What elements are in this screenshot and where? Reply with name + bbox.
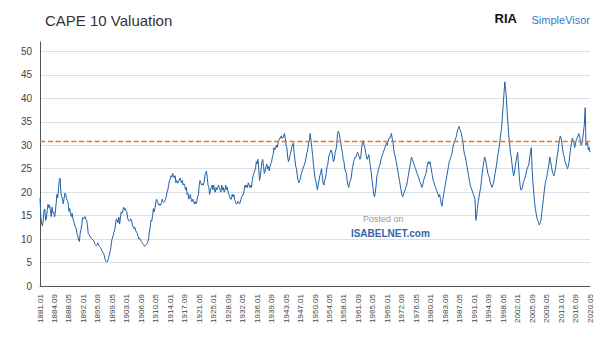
svg-text:1936.01: 1936.01 xyxy=(253,293,262,322)
svg-text:2002.01: 2002.01 xyxy=(513,293,522,322)
svg-text:50: 50 xyxy=(21,46,33,57)
svg-text:1892.01: 1892.01 xyxy=(79,293,88,322)
svg-text:1928.09: 1928.09 xyxy=(224,293,233,322)
svg-text:0: 0 xyxy=(26,281,32,292)
svg-text:5: 5 xyxy=(26,257,32,268)
svg-text:1980.01: 1980.01 xyxy=(426,293,435,322)
svg-text:1925.01: 1925.01 xyxy=(209,293,218,322)
svg-text:25: 25 xyxy=(21,163,33,174)
svg-text:1884.09: 1884.09 xyxy=(50,293,59,322)
svg-text:35: 35 xyxy=(21,116,33,127)
svg-text:1954.05: 1954.05 xyxy=(325,293,334,322)
svg-text:1972.09: 1972.09 xyxy=(397,293,406,322)
svg-text:1983.09: 1983.09 xyxy=(441,293,450,322)
svg-text:15: 15 xyxy=(21,210,33,221)
svg-text:SimpleVisor: SimpleVisor xyxy=(532,14,591,26)
svg-text:1969.01: 1969.01 xyxy=(383,293,392,322)
svg-text:1888.05: 1888.05 xyxy=(64,293,73,322)
svg-text:1914.01: 1914.01 xyxy=(166,293,175,322)
svg-text:1895.09: 1895.09 xyxy=(93,293,102,322)
svg-text:10: 10 xyxy=(21,234,33,245)
svg-text:1987.05: 1987.05 xyxy=(455,293,464,322)
svg-text:1881.01: 1881.01 xyxy=(36,293,45,322)
svg-text:1976.05: 1976.05 xyxy=(412,293,421,322)
svg-text:1921.05: 1921.05 xyxy=(195,293,204,322)
svg-text:1903.01: 1903.01 xyxy=(122,293,131,322)
svg-text:1939.09: 1939.09 xyxy=(267,293,276,322)
svg-text:2009.05: 2009.05 xyxy=(542,293,551,322)
svg-text:1965.05: 1965.05 xyxy=(368,293,377,322)
svg-text:30: 30 xyxy=(21,140,33,151)
svg-text:1943.05: 1943.05 xyxy=(282,293,291,322)
svg-text:45: 45 xyxy=(21,69,33,80)
svg-text:2005.09: 2005.09 xyxy=(528,293,537,322)
svg-text:Posted on: Posted on xyxy=(363,213,404,224)
svg-text:1910.05: 1910.05 xyxy=(151,293,160,322)
svg-text:1961.09: 1961.09 xyxy=(354,293,363,322)
svg-text:CAPE 10 Valuation: CAPE 10 Valuation xyxy=(45,12,172,29)
svg-text:1917.09: 1917.09 xyxy=(180,293,189,322)
svg-text:1991.01: 1991.01 xyxy=(470,293,479,322)
svg-text:2013.01: 2013.01 xyxy=(557,293,566,322)
svg-text:1932.05: 1932.05 xyxy=(238,293,247,322)
svg-text:1958.01: 1958.01 xyxy=(339,293,348,322)
svg-text:20: 20 xyxy=(21,187,33,198)
svg-text:2016.09: 2016.09 xyxy=(571,293,580,322)
svg-text:40: 40 xyxy=(21,93,33,104)
svg-text:1899.05: 1899.05 xyxy=(108,293,117,322)
svg-text:1998.05: 1998.05 xyxy=(499,293,508,322)
svg-text:1994.09: 1994.09 xyxy=(484,293,493,322)
svg-text:RIA: RIA xyxy=(495,11,518,26)
svg-text:1947.01: 1947.01 xyxy=(296,293,305,322)
svg-text:ISABELNET.com: ISABELNET.com xyxy=(351,228,430,239)
svg-text:2020.05: 2020.05 xyxy=(586,293,595,322)
svg-text:1950.09: 1950.09 xyxy=(311,293,320,322)
svg-text:1906.09: 1906.09 xyxy=(137,293,146,322)
